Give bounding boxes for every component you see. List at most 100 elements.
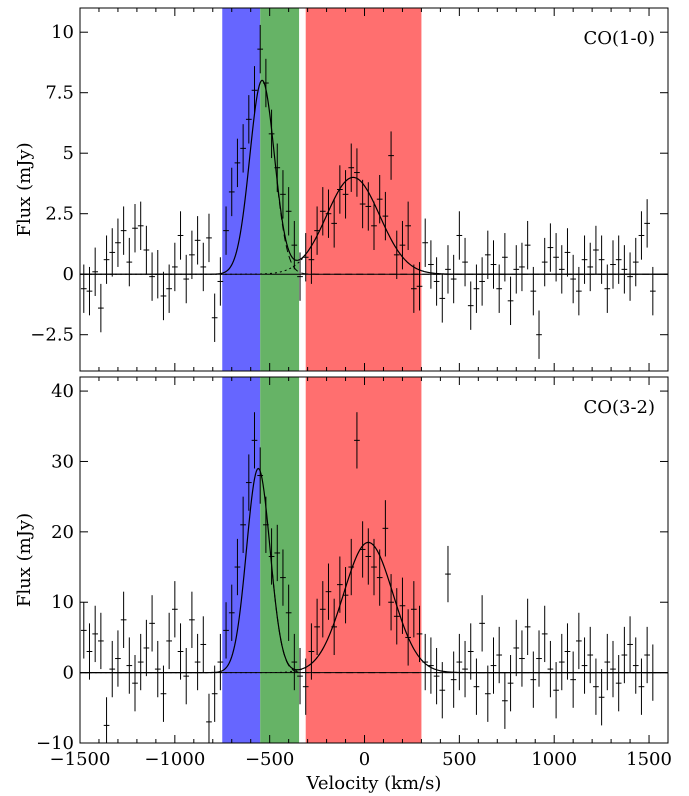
data-point <box>206 213 212 263</box>
velocity-band <box>305 8 422 371</box>
data-point <box>450 651 457 708</box>
data-point <box>490 637 497 694</box>
data-point <box>217 633 224 691</box>
data-point <box>149 595 155 652</box>
data-point <box>166 264 172 313</box>
data-point <box>268 528 275 585</box>
data-point <box>524 598 531 656</box>
y-tick-label: 20 <box>51 522 74 543</box>
data-point <box>365 528 372 585</box>
data-point <box>393 230 400 280</box>
data-point <box>342 567 349 624</box>
data-point <box>337 165 343 214</box>
data-point <box>348 143 355 192</box>
y-tick-label: 0 <box>63 663 74 684</box>
data-point <box>570 651 577 708</box>
data-point <box>280 170 286 219</box>
data-point <box>621 626 628 684</box>
y-tick-label: 40 <box>51 381 74 402</box>
plot-frame <box>79 7 669 372</box>
data-point <box>422 633 429 691</box>
data-point <box>649 266 656 316</box>
data-point <box>490 240 497 289</box>
data-point <box>143 619 150 677</box>
data-point <box>439 274 446 323</box>
velocity-band <box>305 377 422 743</box>
data-point <box>627 616 633 673</box>
data-point <box>354 148 360 197</box>
data-point <box>263 58 269 108</box>
data-point <box>245 95 252 144</box>
data-point <box>604 264 611 313</box>
x-tick-label: −1000 <box>144 749 205 770</box>
data-point <box>115 630 121 687</box>
data-point <box>576 612 582 670</box>
data-point <box>581 637 588 694</box>
data-point <box>467 623 474 680</box>
data-point <box>416 605 423 663</box>
data-point <box>558 633 565 691</box>
x-axis-label: Velocity (km/s) <box>306 773 442 794</box>
data-point <box>615 235 622 284</box>
panel-2: −1500 −1000 −500 0 500 1000 1500 −10 0 10 20 30 40 Fl… <box>14 376 672 794</box>
data-point <box>632 237 639 287</box>
data-point <box>314 598 320 656</box>
data-point <box>547 223 554 272</box>
data-point <box>268 109 275 159</box>
data-point <box>206 693 212 743</box>
data-point <box>337 556 343 613</box>
data-point <box>109 228 116 277</box>
data-point <box>576 266 582 316</box>
data-point <box>171 242 178 292</box>
x-tick-label: −500 <box>245 749 294 770</box>
data-point <box>393 588 400 645</box>
data-point <box>280 549 286 606</box>
data-point <box>479 595 485 652</box>
x-tick-label: −1500 <box>50 749 111 770</box>
data-point <box>200 616 207 673</box>
data-point <box>319 187 326 236</box>
data-point <box>473 658 480 715</box>
data-point <box>137 633 144 691</box>
data-point <box>228 167 235 217</box>
data-point <box>291 633 298 691</box>
data-point <box>331 598 338 656</box>
data-point <box>541 605 548 663</box>
data-point <box>302 233 309 282</box>
data-point <box>319 581 326 638</box>
data-point <box>371 201 377 250</box>
velocity-band <box>260 8 300 371</box>
data-point <box>405 201 411 250</box>
data-point <box>502 672 508 729</box>
data-point <box>92 605 99 663</box>
y-axis-label: Flux (mJy) <box>14 142 35 236</box>
data-point <box>610 640 616 698</box>
data-point <box>177 211 184 260</box>
data-point <box>598 235 605 284</box>
data-point <box>371 538 377 596</box>
x-tick-label: 500 <box>442 749 476 770</box>
data-point <box>80 602 87 659</box>
data-point <box>547 640 554 698</box>
data-point <box>245 454 252 511</box>
data-point <box>399 577 406 634</box>
data-point <box>325 189 332 238</box>
data-point <box>257 447 264 504</box>
data-point <box>456 211 463 260</box>
data-point <box>587 626 594 684</box>
data-point <box>234 138 241 188</box>
data-point <box>524 220 531 270</box>
data-point <box>541 237 548 287</box>
y-tick-label: 0 <box>63 264 74 285</box>
data-point <box>467 281 474 330</box>
data-point <box>160 271 167 321</box>
data-point <box>274 524 281 582</box>
data-point <box>183 254 190 304</box>
data-point <box>149 252 155 301</box>
data-point <box>553 662 559 719</box>
data-point <box>297 252 303 301</box>
data-point <box>581 235 588 284</box>
data-point <box>154 250 161 299</box>
data-point <box>331 199 338 248</box>
data-point <box>325 563 332 620</box>
